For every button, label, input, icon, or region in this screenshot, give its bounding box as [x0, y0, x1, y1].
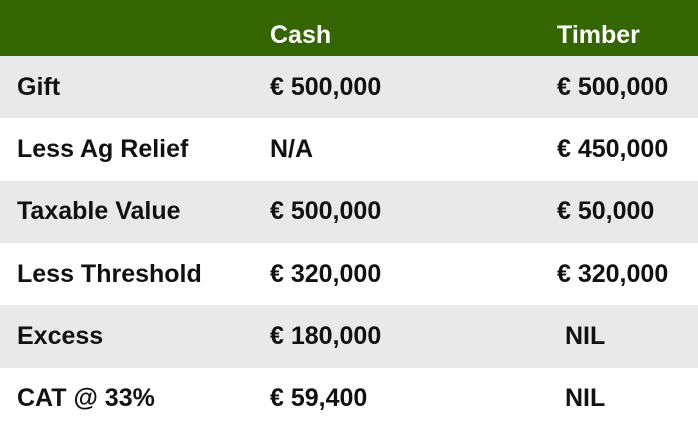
- table-cell: € 500,000: [270, 197, 382, 226]
- row-label: Gift: [17, 72, 61, 101]
- table-cell: € 450,000: [557, 134, 669, 163]
- table-cell: € 500,000: [557, 72, 669, 101]
- table-cell: € 320,000: [270, 259, 382, 288]
- header-row: Cash Timber: [0, 0, 698, 56]
- table-cell: € 50,000: [557, 197, 655, 226]
- table-cell: € 500,000: [270, 72, 382, 101]
- table-row: Excess € 180,000 NIL: [0, 305, 698, 368]
- table-row: Taxable Value € 500,000 € 50,000: [0, 180, 698, 243]
- table-cell: € 320,000: [557, 259, 669, 288]
- column-header: Cash: [270, 21, 332, 49]
- table-cell: N/A: [270, 134, 314, 163]
- table-row: Less Ag Relief N/A € 450,000: [0, 118, 698, 180]
- row-label: Taxable Value: [17, 197, 181, 226]
- table-row: Less Threshold € 320,000 € 320,000: [0, 243, 698, 305]
- row-label: CAT @ 33%: [17, 384, 155, 413]
- table-row: CAT @ 33% € 59,400 NIL: [0, 368, 698, 430]
- row-label: Less Threshold: [17, 259, 202, 288]
- table-cell: NIL: [565, 384, 606, 413]
- table-cell: € 180,000: [270, 321, 382, 350]
- row-label: Less Ag Relief: [17, 134, 189, 163]
- table-cell: € 59,400: [270, 384, 368, 413]
- column-header: Timber: [557, 21, 640, 49]
- table-cell: NIL: [565, 321, 606, 350]
- table-row: Gift € 500,000 € 500,000: [0, 56, 698, 119]
- row-label: Excess: [17, 321, 104, 350]
